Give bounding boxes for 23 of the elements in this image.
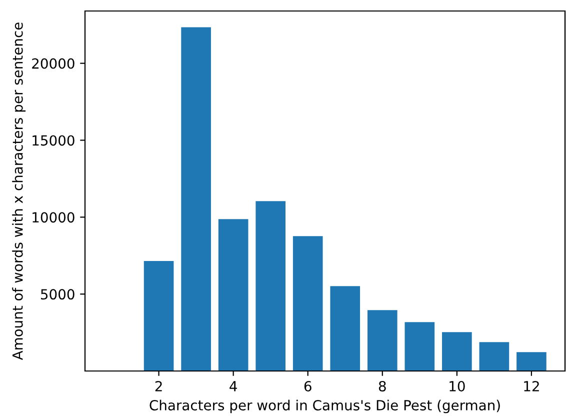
bar	[181, 27, 211, 371]
x-tick-label: 12	[524, 380, 539, 392]
bar	[330, 286, 360, 371]
bar	[256, 201, 286, 371]
y-tick-label: 20000	[32, 58, 74, 69]
y-tick-label: 10000	[32, 212, 74, 223]
x-tick-label: 2	[155, 380, 162, 392]
bar	[144, 261, 174, 371]
y-axis-title: Amount of words with x characters per sentence	[12, 22, 26, 360]
x-axis-title: Characters per word in Camus's Die Pest (german)	[150, 400, 500, 414]
x-tick-label: 4	[230, 381, 237, 392]
bar	[404, 322, 435, 371]
bar	[218, 219, 248, 371]
y-tick-label: 15000	[32, 135, 74, 146]
y-tick-label: 5000	[41, 289, 74, 300]
bar	[479, 342, 510, 371]
bar	[516, 352, 546, 371]
x-tick-label: 8	[378, 380, 386, 392]
x-tick-label: 6	[304, 380, 312, 392]
bar	[442, 332, 472, 371]
bar	[367, 310, 398, 371]
bar	[292, 236, 323, 371]
x-tick-label: 10	[450, 380, 465, 392]
